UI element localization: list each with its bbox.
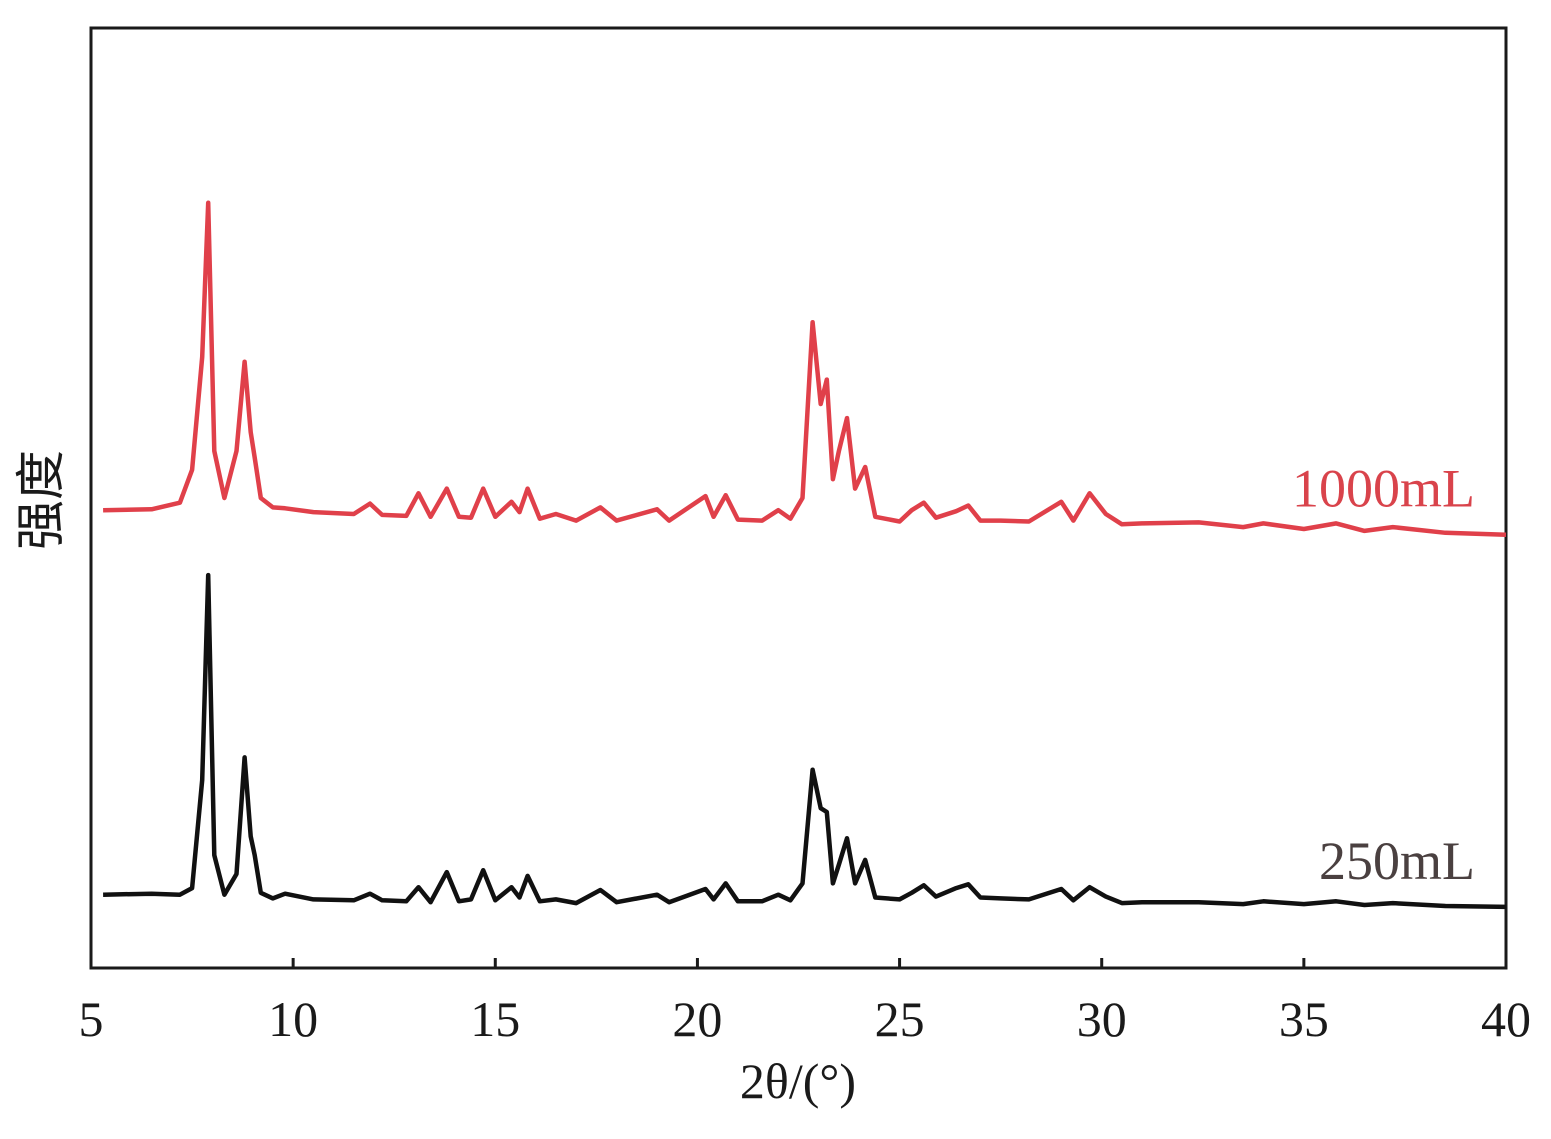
series-label: 1000mL xyxy=(1292,459,1475,519)
x-tick-label: 25 xyxy=(875,991,925,1047)
x-tick-label: 30 xyxy=(1077,991,1127,1047)
y-axis-label: 强度 xyxy=(13,450,69,550)
x-tick-label: 15 xyxy=(470,991,520,1047)
x-tick-label: 20 xyxy=(672,991,722,1047)
x-tick-label: 5 xyxy=(79,991,104,1047)
x-tick-label: 10 xyxy=(268,991,318,1047)
x-tick-label: 40 xyxy=(1481,991,1531,1047)
series-line xyxy=(103,200,1507,537)
series-line xyxy=(103,572,1507,910)
series-label: 250mL xyxy=(1319,831,1475,891)
plot-frame xyxy=(89,26,1508,970)
x-tick-label: 35 xyxy=(1279,991,1329,1047)
x-axis-label: 2θ/(°) xyxy=(740,1053,856,1109)
